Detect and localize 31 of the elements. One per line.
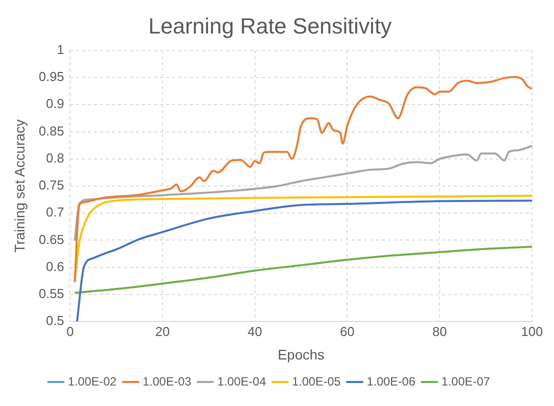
line-series <box>76 200 532 322</box>
y-tick-label: 0.9 <box>46 96 64 112</box>
x-tick-label: 80 <box>432 324 447 339</box>
x-tick-label: 100 <box>521 324 543 339</box>
x-tick-label: 60 <box>340 324 354 339</box>
legend-label: 1.00E-04 <box>217 374 266 388</box>
line-series <box>74 76 532 284</box>
y-tick-label: 0.95 <box>38 69 64 84</box>
y-tick-label: 0.5 <box>46 313 64 328</box>
legend-label: 1.00E-05 <box>292 374 342 388</box>
chart-title: Learning Rate Sensitivity <box>148 13 392 38</box>
line-series <box>74 194 532 282</box>
legend-label: 1.00E-02 <box>68 374 117 388</box>
y-axis-title: Training set Accuracy <box>11 119 28 253</box>
y-tick-label: 0.65 <box>38 232 64 247</box>
legend-label: 1.00E-06 <box>366 374 416 388</box>
y-tick-label: 0.75 <box>38 178 64 193</box>
y-tick-label: 0.55 <box>38 286 64 302</box>
y-tick-label: 0.8 <box>46 150 64 166</box>
line-series <box>74 246 532 294</box>
y-tick-label: 0.7 <box>46 204 64 220</box>
y-tick-label: 0.6 <box>46 258 64 274</box>
legend-label: 1.00E-07 <box>441 374 490 388</box>
y-tick-label: 0.85 <box>38 123 64 138</box>
x-tick-label: 20 <box>155 324 170 339</box>
line-series <box>74 144 532 242</box>
x-axis-title: Epochs <box>278 346 324 362</box>
y-tick-label: 1 <box>56 42 64 57</box>
x-tick-label: 40 <box>248 324 262 339</box>
x-tick-label: 0 <box>66 324 74 339</box>
legend-label: 1.00E-03 <box>142 374 192 388</box>
